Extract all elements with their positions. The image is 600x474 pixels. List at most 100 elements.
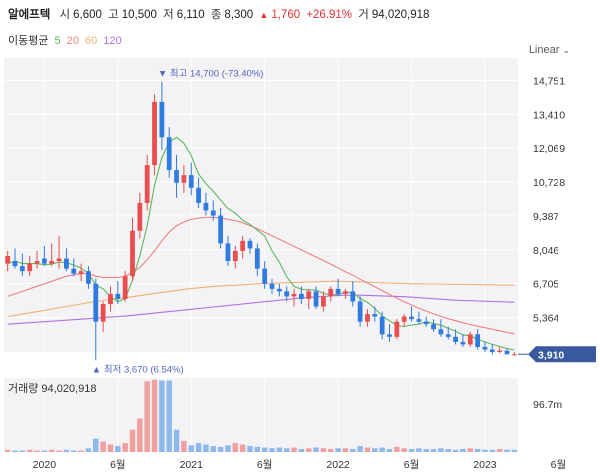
ma20-legend[interactable]: 20 (66, 35, 79, 47)
candle-body (313, 291, 319, 307)
candle-body (188, 175, 194, 188)
volume-bar (181, 440, 187, 452)
candle-body (152, 101, 157, 166)
candle-body (218, 215, 224, 244)
candle-body (115, 293, 121, 299)
x-tick-label: 2021 (180, 459, 204, 471)
volume-bar (489, 449, 496, 452)
candle-body (122, 276, 128, 299)
volume-bar (430, 449, 437, 452)
min-annotation: ▲ 최저 3,670 (6.54%) (92, 364, 184, 375)
x-tick-label: 6월 (551, 459, 567, 471)
volume-bar (63, 449, 70, 452)
scale-label: Linear (528, 44, 560, 56)
volume-bar (26, 449, 33, 452)
candle-body (460, 341, 466, 345)
candle-body (174, 170, 179, 183)
volume-bar (313, 447, 319, 452)
volume-bar (511, 449, 518, 452)
price-summary: 알에프텍 시 6,600 고 10,500 저 6,110 종 8,300 ▲ 1,760… (8, 6, 432, 22)
volume-bar (467, 448, 474, 452)
volume-value: 94,020,918 (371, 9, 430, 21)
candle-body (445, 334, 451, 337)
volume-bar (261, 447, 268, 452)
candle-body (365, 314, 370, 322)
candle-body (166, 137, 172, 171)
volume-bar (173, 429, 180, 452)
candle-body (56, 258, 62, 262)
candle-body (409, 316, 414, 320)
volume-bar (482, 449, 488, 452)
chevron-down-icon: ⌄ (562, 45, 570, 55)
x-tick-label: 2023 (473, 459, 497, 471)
volume-bar (460, 449, 466, 452)
y-tick-label: 9,387 (533, 211, 559, 223)
open-value: 6,600 (73, 9, 102, 21)
volume-bar (423, 449, 429, 452)
candle-body (78, 271, 84, 274)
candle-body (416, 319, 422, 322)
ma20-line (7, 216, 515, 335)
ma5-line (7, 136, 515, 351)
volume-bar (122, 443, 128, 452)
candle-body (247, 240, 253, 249)
volume-bar (225, 445, 231, 452)
volume-bar (350, 449, 356, 452)
volume-bar (283, 448, 290, 452)
current-price-badge (528, 346, 596, 363)
volume-bar (210, 446, 217, 452)
volume-bar (328, 449, 334, 452)
candle-body (335, 288, 341, 294)
candle-body (71, 268, 77, 274)
volume-bar (305, 448, 312, 452)
candle-body (372, 314, 378, 317)
ma60-line (7, 280, 515, 318)
candle-body (306, 291, 312, 299)
ma120-legend[interactable]: 120 (103, 35, 122, 47)
candle-body (203, 202, 209, 211)
close-value: 8,300 (224, 9, 254, 21)
candle-body (86, 271, 91, 284)
volume-bar (137, 418, 143, 452)
x-tick-label: 6월 (110, 459, 126, 471)
ma5-legend[interactable]: 5 (54, 35, 61, 47)
volume-bar (166, 380, 172, 452)
stock-name: 알에프텍 (8, 9, 51, 21)
candle-body (232, 250, 238, 262)
low-label: 저 (163, 9, 174, 21)
candle-body (100, 304, 106, 322)
change-arrow-icon: ▲ (259, 10, 269, 20)
volume-bar (254, 446, 261, 452)
y-tick-label: 5,364 (533, 313, 559, 325)
candle-body (159, 101, 165, 138)
candle-body (41, 258, 47, 264)
volume-bar (100, 441, 106, 452)
candle-body (482, 346, 488, 350)
volume-bar (195, 443, 202, 452)
candle-body (225, 243, 231, 262)
candle-body (27, 263, 33, 272)
y-tick-label: 8,046 (533, 245, 559, 257)
candle-body (343, 291, 348, 294)
candle-body (504, 350, 510, 355)
candle-body (387, 334, 392, 337)
candle-body (93, 283, 99, 322)
candle-body (467, 334, 473, 345)
scale-toggle[interactable]: Linear ⌄ (529, 44, 570, 56)
ma60-legend[interactable]: 60 (85, 35, 98, 47)
volume-bar (239, 444, 246, 452)
x-tick-label: 6월 (257, 459, 273, 471)
volume-bar (107, 444, 114, 452)
volume-bar (247, 446, 253, 452)
volume-bar (232, 443, 239, 452)
volume-bar (372, 448, 378, 452)
candle-body (357, 301, 363, 322)
candle-body (276, 288, 282, 292)
candle-body (108, 293, 113, 304)
candle-body (401, 316, 407, 322)
volume-bar (298, 449, 305, 452)
volume-bar (394, 446, 400, 452)
candle-body (210, 210, 216, 216)
